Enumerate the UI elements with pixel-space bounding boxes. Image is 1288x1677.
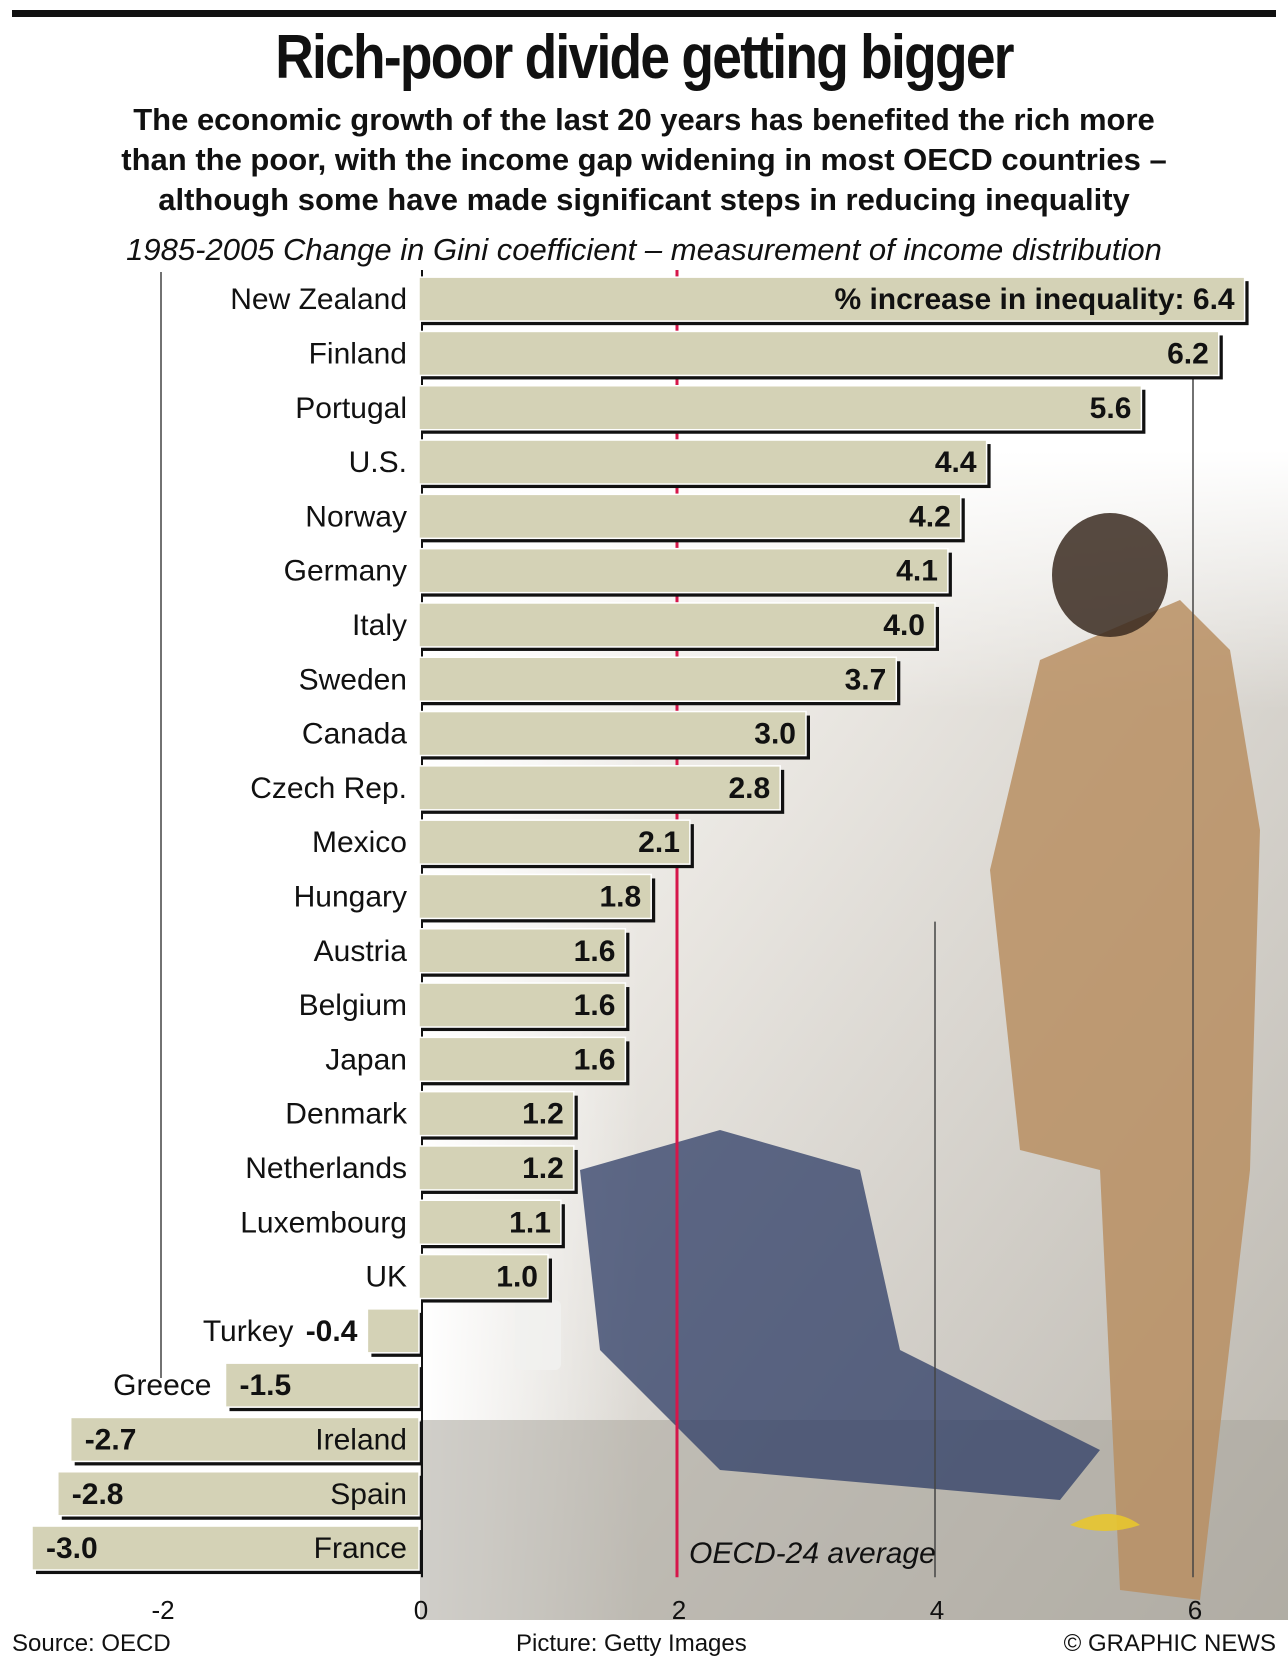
bar-portugal [418,385,1143,431]
category-label-ireland: Ireland [315,1423,407,1456]
bar-japan [418,1036,627,1083]
category-label-portugal: Portugal [295,392,407,425]
value-label-finland: 6.2 [1167,337,1209,370]
value-label-netherlands: 1.2 [522,1152,564,1185]
bar-new-zealand [418,276,1246,322]
bar-uk [418,1253,549,1300]
value-label-mexico: 2.1 [638,826,680,859]
bar-ireland [69,1416,420,1463]
value-label-spain: -2.8 [72,1478,124,1511]
category-label-turkey: Turkey [203,1315,294,1348]
category-label-germany: Germany [284,555,407,588]
value-label-portugal: 5.6 [1090,392,1132,425]
bar-hungary [418,873,652,920]
category-label-spain: Spain [330,1478,407,1511]
chart-title: Rich-poor divide getting bigger [275,23,1014,92]
value-label-france: -3.0 [46,1532,98,1565]
category-label-netherlands: Netherlands [245,1152,407,1185]
category-label-austria: Austria [314,935,408,968]
tick-label-4: 4 [930,1595,944,1620]
category-label-france: France [314,1532,407,1565]
value-label-turkey: -0.4 [306,1315,358,1348]
bar-germany [418,547,949,594]
top-rule [12,10,1276,17]
bar-belgium [418,982,627,1028]
category-label-u-s: U.S. [349,446,407,479]
category-label-sweden: Sweden [299,663,407,696]
category-label-greece: Greece [113,1369,211,1402]
subtitle-line-3: although some have made significant step… [158,182,1130,217]
category-label-italy: Italy [352,609,407,642]
value-label-germany: 4.1 [896,555,938,588]
category-label-luxembourg: Luxembourg [240,1206,407,1239]
bar-turkey [366,1308,420,1354]
value-label-sweden: 3.7 [845,663,887,696]
bar-luxembourg [418,1199,562,1245]
category-label-canada: Canada [302,718,407,751]
bar-canada [418,710,807,757]
value-label-austria: 1.6 [574,935,616,968]
value-label-belgium: 1.6 [574,989,616,1022]
category-label-hungary: Hungary [294,880,407,913]
subtitle-line-1: The economic growth of the last 20 years… [133,102,1155,137]
bar-sweden [418,656,898,702]
tick-label-6: 6 [1188,1595,1202,1620]
category-label-finland: Finland [309,337,407,370]
picture-credit: Picture: Getty Images [516,1630,747,1657]
chart-subtitle: The economic growth of the last 20 years… [20,100,1268,220]
value-label-ireland: -2.7 [85,1423,137,1456]
category-label-belgium: Belgium [299,989,407,1022]
bar-greece [224,1362,420,1408]
bar-italy [418,602,936,648]
subtitle-line-2: than the poor, with the income gap widen… [121,142,1167,177]
category-label-uk: UK [365,1261,407,1294]
value-label-new-zealand: % increase in inequality: 6.4 [834,283,1234,316]
value-label-czech-rep: 2.8 [728,772,770,805]
labels-layer: OECD-24 average -2 0 2 4 6 % increase in inequ… [46,283,1235,1620]
tick-label-2: 2 [672,1595,686,1620]
tick-label-0: 0 [414,1595,428,1620]
bar-u-s [418,439,988,485]
category-label-denmark: Denmark [285,1098,408,1131]
category-label-norway: Norway [305,500,407,533]
chart-caption: 1985-2005 Change in Gini coefficient – m… [126,232,1162,267]
bar-france [31,1525,420,1571]
value-label-denmark: 1.2 [522,1098,564,1131]
category-label-japan: Japan [325,1043,407,1076]
gini-bar-chart: OECD-24 average -2 0 2 4 6 % increase in inequ… [31,270,1288,1620]
value-label-luxembourg: 1.1 [509,1206,551,1239]
value-label-japan: 1.6 [574,1043,616,1076]
bar-norway [418,493,962,540]
bar-netherlands [418,1145,575,1191]
oecd-average-label: OECD-24 average [689,1537,936,1570]
category-label-new-zealand: New Zealand [230,283,407,316]
value-label-hungary: 1.8 [599,880,641,913]
tick-label-minus-2: -2 [151,1595,174,1620]
publisher-credit: © GRAPHIC NEWS [1063,1630,1276,1657]
value-label-uk: 1.0 [496,1261,538,1294]
bar-mexico [418,819,691,865]
bar-spain [57,1471,420,1517]
bar-finland [418,330,1220,377]
bar-czech-rep [418,765,781,811]
category-label-czech-rep: Czech Rep. [250,772,407,805]
bar-denmark [418,1090,575,1137]
category-label-mexico: Mexico [312,826,407,859]
bar-austria [418,928,627,974]
bars-layer [31,276,1249,1575]
value-label-canada: 3.0 [754,718,796,751]
source-note: Source: OECD [12,1630,171,1657]
value-label-u-s: 4.4 [935,446,977,479]
value-label-italy: 4.0 [883,609,925,642]
value-label-greece: -1.5 [240,1369,292,1402]
value-label-norway: 4.2 [909,500,951,533]
crouching-man-shape [580,1130,1100,1500]
